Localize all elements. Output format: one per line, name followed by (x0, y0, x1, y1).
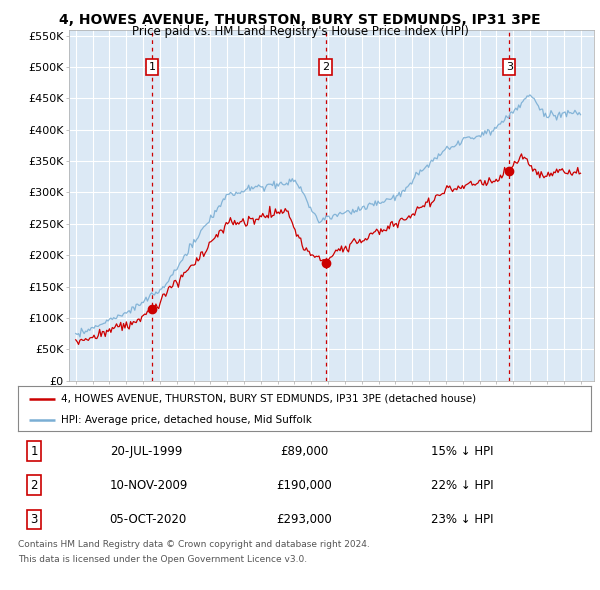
Text: 10-NOV-2009: 10-NOV-2009 (110, 478, 188, 492)
Text: HPI: Average price, detached house, Mid Suffolk: HPI: Average price, detached house, Mid … (61, 415, 312, 425)
Text: 20-JUL-1999: 20-JUL-1999 (110, 445, 182, 458)
Text: Contains HM Land Registry data © Crown copyright and database right 2024.: Contains HM Land Registry data © Crown c… (18, 540, 370, 549)
Text: £293,000: £293,000 (277, 513, 332, 526)
Text: 4, HOWES AVENUE, THURSTON, BURY ST EDMUNDS, IP31 3PE (detached house): 4, HOWES AVENUE, THURSTON, BURY ST EDMUN… (61, 394, 476, 404)
Text: 2: 2 (322, 62, 329, 72)
Text: 1: 1 (30, 445, 38, 458)
Text: 15% ↓ HPI: 15% ↓ HPI (431, 445, 493, 458)
Text: 23% ↓ HPI: 23% ↓ HPI (431, 513, 493, 526)
Text: 1: 1 (149, 62, 155, 72)
Text: £89,000: £89,000 (280, 445, 329, 458)
Text: Price paid vs. HM Land Registry's House Price Index (HPI): Price paid vs. HM Land Registry's House … (131, 25, 469, 38)
Text: 3: 3 (31, 513, 38, 526)
Text: £190,000: £190,000 (277, 478, 332, 492)
Text: 05-OCT-2020: 05-OCT-2020 (110, 513, 187, 526)
Text: This data is licensed under the Open Government Licence v3.0.: This data is licensed under the Open Gov… (18, 555, 307, 563)
Text: 3: 3 (506, 62, 512, 72)
Text: 4, HOWES AVENUE, THURSTON, BURY ST EDMUNDS, IP31 3PE: 4, HOWES AVENUE, THURSTON, BURY ST EDMUN… (59, 13, 541, 27)
Text: 2: 2 (30, 478, 38, 492)
Text: 22% ↓ HPI: 22% ↓ HPI (431, 478, 493, 492)
